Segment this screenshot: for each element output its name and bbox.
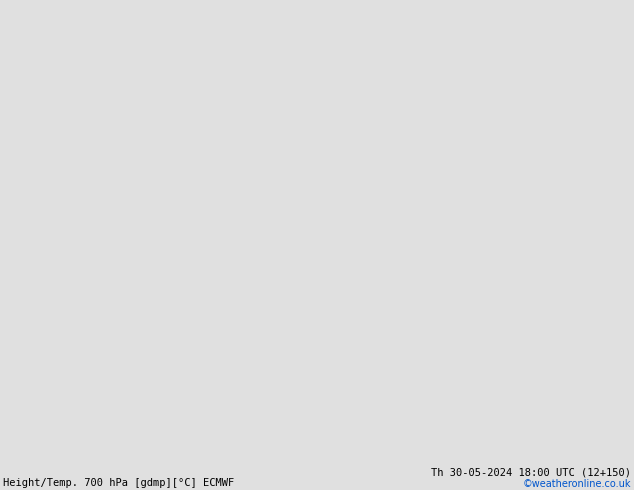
Text: Th 30-05-2024 18:00 UTC (12+150): Th 30-05-2024 18:00 UTC (12+150) [431, 468, 631, 478]
Text: Height/Temp. 700 hPa [gdmp][°C] ECMWF: Height/Temp. 700 hPa [gdmp][°C] ECMWF [3, 478, 235, 488]
Text: ©weatheronline.co.uk: ©weatheronline.co.uk [522, 479, 631, 489]
